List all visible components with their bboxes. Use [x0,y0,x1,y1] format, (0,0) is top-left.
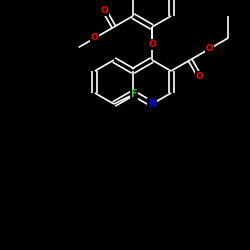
Text: O: O [148,40,156,49]
Text: O: O [205,44,213,54]
Text: F: F [130,89,137,99]
Text: N: N [148,99,156,109]
Text: O: O [196,72,203,81]
Text: O: O [91,34,99,42]
Text: O: O [101,6,108,15]
